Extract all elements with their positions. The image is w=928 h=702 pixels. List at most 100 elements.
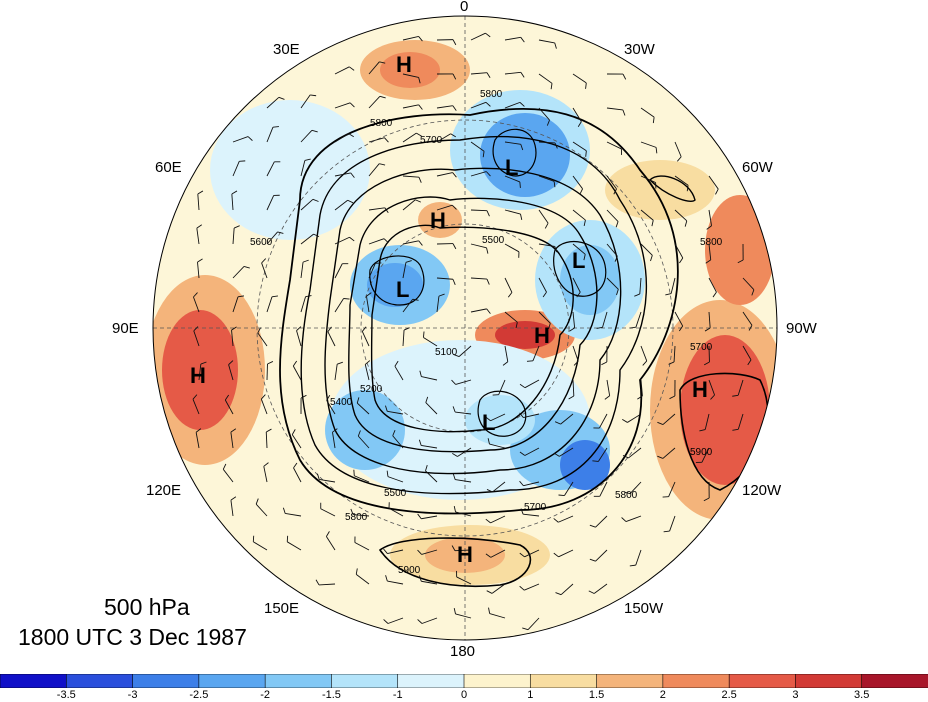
wind-barb-feather [705, 259, 711, 264]
wind-barb-feather [291, 429, 296, 435]
wind-barb-feather [569, 327, 575, 332]
wind-barb [708, 277, 717, 293]
wind-barb [674, 175, 689, 186]
wind-barb-feather [230, 428, 237, 433]
wind-barb-feather [613, 188, 617, 195]
wind-barb-feather [392, 430, 396, 436]
colorbar-tick-label: -1.5 [321, 689, 341, 701]
wind-barb [606, 107, 623, 111]
contour-label: 5800 [370, 118, 393, 129]
colorbar-tick-label: 1.5 [588, 689, 605, 701]
colorbar-tick-label: 2.5 [721, 689, 737, 701]
wind-barb-feather [233, 225, 240, 229]
wind-barb [368, 207, 385, 211]
wind-barb-feather [418, 77, 421, 84]
contour-label: 5900 [690, 447, 713, 458]
wind-barb-feather [364, 360, 371, 365]
wind-barb [253, 541, 268, 551]
wind-barb-feather [486, 278, 490, 285]
wind-barb-feather [592, 460, 599, 462]
wind-barb-feather [415, 199, 421, 203]
wind-barb-feather [383, 548, 388, 554]
wind-barb-feather [231, 326, 237, 331]
wind-barb-feather [271, 295, 278, 298]
wind-barb [564, 481, 574, 496]
height-contours [279, 107, 769, 588]
wind-barb [334, 66, 350, 75]
wind-barb [334, 236, 350, 245]
wind-barb [454, 549, 472, 552]
wind-barb-feather [715, 188, 719, 195]
wind-barb-feather [577, 121, 582, 127]
wind-barb-feather [520, 213, 523, 220]
wind-barb-feather [197, 190, 204, 195]
wind-barb [436, 172, 453, 177]
wind-barb [640, 379, 643, 396]
wind-barb [504, 141, 521, 145]
wind-barb [334, 364, 338, 381]
wind-barb-feather [304, 158, 311, 161]
wind-barb [356, 402, 370, 415]
wind-barb-feather [596, 326, 603, 329]
contour-label: 5700 [524, 502, 547, 513]
wind-barb [457, 447, 472, 457]
wind-barb [334, 172, 351, 177]
wind-barb-feather [418, 104, 423, 110]
wind-barb [599, 413, 608, 429]
wind-barb-feather [655, 147, 658, 154]
wind-barb [361, 331, 370, 347]
wind-barb [708, 311, 711, 328]
wind-barb-feather [418, 240, 423, 246]
wind-barb-feather [482, 151, 485, 158]
wind-barb [292, 365, 302, 381]
wind-barb [402, 240, 419, 245]
wind-barb [263, 466, 268, 483]
wind-barb-feather [193, 292, 198, 298]
wind-barb [504, 101, 521, 109]
wind-barb [640, 175, 656, 183]
wind-barb-feather [282, 507, 286, 514]
wind-barb-feather [710, 394, 715, 400]
wind-barb [421, 445, 438, 449]
wind-barb-feather [453, 608, 456, 615]
wind-barb-feather [486, 247, 489, 254]
wind-barb [572, 175, 583, 190]
wind-barb-feather [485, 518, 491, 524]
wind-barb [353, 514, 370, 517]
wind-barb-feather [622, 455, 629, 459]
colorbar-tick-label: -3 [127, 689, 138, 701]
wind-barb [504, 36, 521, 41]
wind-barb-feather [451, 204, 457, 210]
wind-barb-feather [355, 568, 358, 575]
contour-label: 5500 [482, 235, 505, 246]
low-pressure-marker: L [482, 410, 495, 435]
wind-barb [368, 137, 385, 143]
wind-barb-feather [311, 129, 318, 133]
wind-barb-feather [555, 592, 562, 596]
colorbar-segment [331, 674, 399, 688]
wind-barb [470, 32, 486, 41]
wind-barb-feather [384, 207, 389, 214]
wind-barb [635, 549, 642, 566]
wind-barb-feather [486, 210, 490, 217]
wind-barb [287, 541, 302, 551]
wind-barb-feather [200, 361, 207, 365]
wind-barb [470, 308, 487, 313]
wind-barb [300, 160, 306, 177]
wind-barb [668, 481, 676, 497]
wind-barb-feather [313, 233, 320, 238]
wind-barb [421, 617, 438, 624]
wind-barb [595, 515, 608, 528]
wind-barb [560, 413, 574, 425]
wind-barb [257, 332, 268, 347]
wind-barb-feather [485, 32, 491, 38]
wind-barb-feather [452, 279, 456, 285]
wind-barb-feather [357, 430, 361, 437]
wind-barb-feather [751, 289, 755, 296]
wind-barb-feather [486, 590, 493, 594]
longitude-label-60e: 60E [155, 159, 182, 176]
wind-barb [489, 613, 506, 619]
wind-barb-feather [417, 619, 423, 624]
wind-barb-feather [343, 298, 350, 300]
wind-barb-feather [228, 360, 234, 365]
